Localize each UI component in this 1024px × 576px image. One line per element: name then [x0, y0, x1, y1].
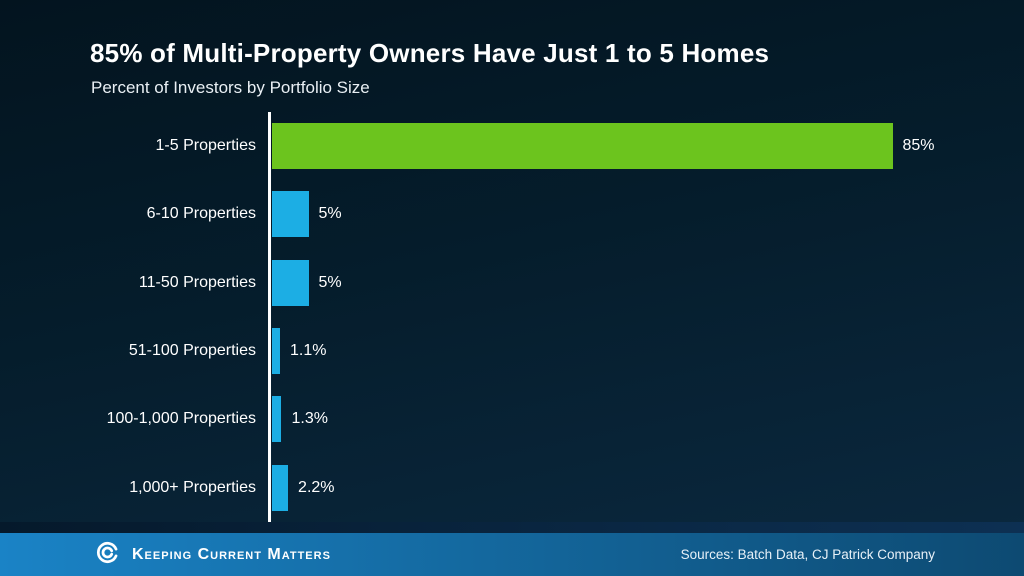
bar-1-5-properties: [272, 123, 893, 170]
kcm-logo-icon: [93, 538, 122, 572]
brand-name: Keeping Current Matters: [132, 545, 331, 563]
chart-row: 11-50 Properties 5%: [0, 249, 1010, 317]
bar-51-100-properties: [272, 328, 281, 375]
category-label: 1,000+ Properties: [129, 478, 256, 496]
footer-band: Keeping Current Matters Sources: Batch D…: [0, 533, 1024, 576]
chart-subtitle: Percent of Investors by Portfolio Size: [91, 78, 370, 97]
chart-row: 51-100 Properties 1.1%: [0, 317, 1010, 385]
footer-accent-strip: [0, 522, 1024, 533]
category-label: 1-5 Properties: [155, 137, 257, 155]
value-label: 85%: [902, 137, 935, 155]
footer: Keeping Current Matters Sources: Batch D…: [0, 522, 1024, 576]
chart-title: 85% of Multi-Property Owners Have Just 1…: [90, 38, 770, 68]
value-label: 1.3%: [291, 410, 328, 428]
sources-text: Sources: Batch Data, CJ Patrick Company: [680, 547, 935, 562]
chart-row: 1-5 Properties 85%: [0, 112, 1010, 180]
category-label: 51-100 Properties: [128, 342, 256, 360]
y-axis-line: [268, 112, 271, 522]
bar-1000-plus-properties: [272, 464, 289, 511]
value-label: 2.2%: [298, 478, 335, 496]
chart-row: 100-1,000 Properties 1.3%: [0, 385, 1010, 453]
value-label: 5%: [318, 205, 342, 223]
brand-lockup: Keeping Current Matters: [93, 538, 331, 572]
chart-row: 6-10 Properties 5%: [0, 180, 1010, 248]
bar-chart: 1-5 Properties 85% 6-10 Properties 5% 11…: [0, 112, 1010, 522]
chart-row: 1,000+ Properties 2.2%: [0, 454, 1010, 522]
bar-6-10-properties: [272, 191, 309, 238]
bar-11-50-properties: [272, 259, 309, 306]
category-label: 11-50 Properties: [138, 273, 256, 291]
bar-100-1000-properties: [272, 396, 282, 443]
value-label: 5%: [318, 273, 342, 291]
category-label: 6-10 Properties: [146, 205, 256, 223]
value-label: 1.1%: [290, 342, 327, 360]
category-label: 100-1,000 Properties: [106, 410, 256, 428]
